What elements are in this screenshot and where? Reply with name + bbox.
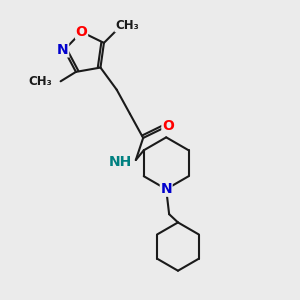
Text: CH₃: CH₃: [115, 19, 139, 32]
Text: N: N: [160, 182, 172, 196]
Text: O: O: [162, 119, 174, 133]
Text: CH₃: CH₃: [28, 75, 52, 88]
Text: O: O: [76, 25, 88, 39]
Text: N: N: [57, 43, 69, 57]
Text: NH: NH: [109, 155, 132, 170]
